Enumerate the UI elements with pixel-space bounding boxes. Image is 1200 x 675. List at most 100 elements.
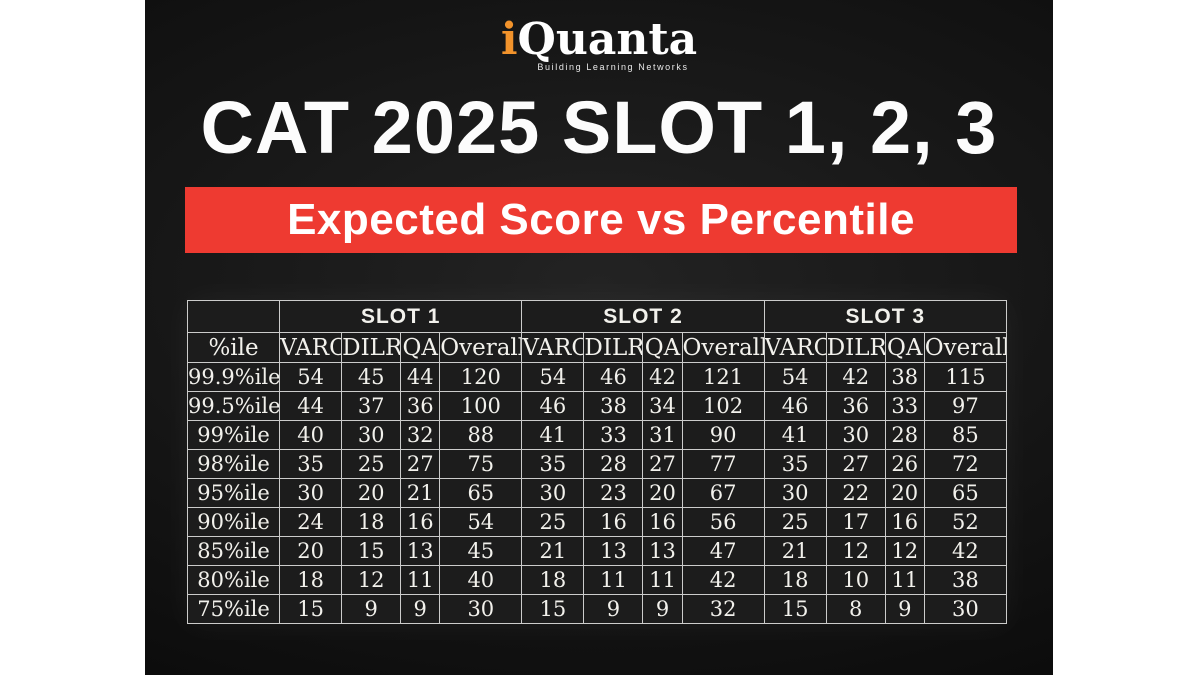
cell-value: 12 xyxy=(825,536,886,566)
corner-cell xyxy=(186,300,281,333)
cell-value: 18 xyxy=(341,507,402,537)
cell-value: 42 xyxy=(642,362,683,392)
row-label: 99.9%ile xyxy=(186,362,281,392)
cell-value: 120 xyxy=(439,362,523,392)
cell-value: 88 xyxy=(439,420,523,450)
table-row: 99%ile 40 30 32 88 41 33 31 90 41 30 28 85 xyxy=(186,420,1008,450)
cell-value: 26 xyxy=(884,449,925,479)
cell-value: 38 xyxy=(884,362,925,392)
column-header-overall-slot3: Overall xyxy=(923,332,1008,363)
cell-value: 47 xyxy=(681,536,765,566)
cell-value: 20 xyxy=(341,478,402,508)
page-title: CAT 2025 SLOT 1, 2, 3 xyxy=(200,86,998,169)
slot-header-1: SLOT 1 xyxy=(279,300,523,333)
cell-value: 16 xyxy=(642,507,683,537)
cell-value: 97 xyxy=(923,391,1008,421)
column-header-dilr-slot1: DILR xyxy=(341,332,402,363)
cell-value: 90 xyxy=(681,420,765,450)
table-row: 99.5%ile 44 37 36 100 46 38 34 102 46 36 33 97 xyxy=(186,391,1008,421)
column-header-varc-slot1: VARC xyxy=(279,332,343,363)
cell-value: 30 xyxy=(825,420,886,450)
cell-value: 21 xyxy=(400,478,441,508)
cell-value: 46 xyxy=(583,362,644,392)
cell-value: 15 xyxy=(279,594,343,624)
cell-value: 16 xyxy=(400,507,441,537)
percentile-column-header: %ile xyxy=(186,332,281,363)
cell-value: 12 xyxy=(341,565,402,595)
cell-value: 13 xyxy=(583,536,644,566)
cell-value: 18 xyxy=(763,565,827,595)
column-header-overall-slot1: Overall xyxy=(439,332,523,363)
score-table-body: 99.9%ile 54 45 44 120 54 46 42 121 54 42 38 115 99.5%… xyxy=(186,362,1008,624)
cell-value: 42 xyxy=(825,362,886,392)
cell-value: 11 xyxy=(400,565,441,595)
cell-value: 9 xyxy=(884,594,925,624)
cell-value: 41 xyxy=(521,420,585,450)
cell-value: 72 xyxy=(923,449,1008,479)
row-label: 98%ile xyxy=(186,449,281,479)
logo-wordmark: iQuanta xyxy=(145,18,1053,62)
cell-value: 35 xyxy=(521,449,585,479)
cell-value: 12 xyxy=(884,536,925,566)
row-label: 99.5%ile xyxy=(186,391,281,421)
cell-value: 25 xyxy=(763,507,827,537)
cell-value: 54 xyxy=(763,362,827,392)
column-header-row: %ile VARC DILR QA Overall VARC DILR QA Overall VA… xyxy=(186,332,1008,363)
cell-value: 18 xyxy=(279,565,343,595)
cell-value: 8 xyxy=(825,594,886,624)
cell-value: 115 xyxy=(923,362,1008,392)
cell-value: 21 xyxy=(763,536,827,566)
table-row: 75%ile 15 9 9 30 15 9 9 32 15 8 9 30 xyxy=(186,594,1008,624)
column-header-qa-slot3: QA xyxy=(884,332,925,363)
cell-value: 27 xyxy=(400,449,441,479)
cell-value: 15 xyxy=(341,536,402,566)
cell-value: 46 xyxy=(763,391,827,421)
cell-value: 30 xyxy=(341,420,402,450)
cell-value: 56 xyxy=(681,507,765,537)
cell-value: 27 xyxy=(825,449,886,479)
cell-value: 23 xyxy=(583,478,644,508)
column-header-qa-slot1: QA xyxy=(400,332,441,363)
table-row: 85%ile 20 15 13 45 21 13 13 47 21 12 12 42 xyxy=(186,536,1008,566)
cell-value: 13 xyxy=(400,536,441,566)
logo-tagline: Building Learning Networks xyxy=(537,62,689,72)
subtitle-banner-text: Expected Score vs Percentile xyxy=(287,195,915,244)
column-header-qa-slot2: QA xyxy=(642,332,683,363)
cell-value: 30 xyxy=(521,478,585,508)
cell-value: 31 xyxy=(642,420,683,450)
cell-value: 25 xyxy=(341,449,402,479)
score-table: SLOT 1 SLOT 2 SLOT 3 %ile VARC DILR QA Overall V… xyxy=(186,300,1008,624)
cell-value: 13 xyxy=(642,536,683,566)
cell-value: 52 xyxy=(923,507,1008,537)
cell-value: 9 xyxy=(642,594,683,624)
cell-value: 22 xyxy=(825,478,886,508)
cell-value: 35 xyxy=(279,449,343,479)
cell-value: 41 xyxy=(763,420,827,450)
cell-value: 11 xyxy=(642,565,683,595)
cell-value: 40 xyxy=(439,565,523,595)
cell-value: 30 xyxy=(763,478,827,508)
cell-value: 15 xyxy=(521,594,585,624)
row-label: 85%ile xyxy=(186,536,281,566)
table-row: 90%ile 24 18 16 54 25 16 16 56 25 17 16 52 xyxy=(186,507,1008,537)
row-label: 90%ile xyxy=(186,507,281,537)
cell-value: 18 xyxy=(521,565,585,595)
cell-value: 38 xyxy=(583,391,644,421)
logo-name-rest: Quanta xyxy=(517,14,698,65)
cell-value: 36 xyxy=(825,391,886,421)
cell-value: 40 xyxy=(279,420,343,450)
cell-value: 45 xyxy=(439,536,523,566)
column-header-varc-slot2: VARC xyxy=(521,332,585,363)
cell-value: 34 xyxy=(642,391,683,421)
cell-value: 75 xyxy=(439,449,523,479)
column-header-dilr-slot2: DILR xyxy=(583,332,644,363)
cell-value: 38 xyxy=(923,565,1008,595)
cell-value: 32 xyxy=(400,420,441,450)
slot-header-3: SLOT 3 xyxy=(763,300,1008,333)
cell-value: 42 xyxy=(923,536,1008,566)
column-header-varc-slot3: VARC xyxy=(763,332,827,363)
column-header-dilr-slot3: DILR xyxy=(825,332,886,363)
column-header-overall-slot2: Overall xyxy=(681,332,765,363)
cell-value: 15 xyxy=(763,594,827,624)
cell-value: 24 xyxy=(279,507,343,537)
